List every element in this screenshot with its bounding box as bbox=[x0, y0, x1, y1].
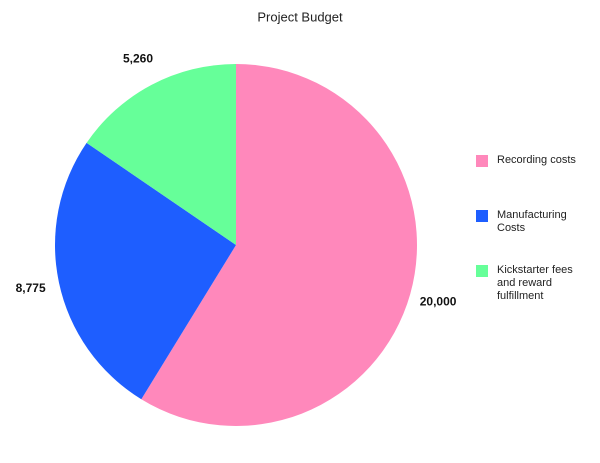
data-label: 20,000 bbox=[420, 294, 457, 308]
pie-slice bbox=[86, 64, 236, 245]
legend-swatch bbox=[476, 155, 488, 167]
chart-title: Project Budget bbox=[257, 9, 343, 24]
legend-label: Recording costs bbox=[497, 154, 576, 166]
legend-item: Kickstarter fees and reward fulfillment bbox=[476, 264, 587, 303]
legend-label: Manufacturing Costs bbox=[497, 209, 567, 234]
data-label: 8,775 bbox=[16, 281, 46, 295]
legend-item: Manufacturing Costs bbox=[476, 209, 587, 235]
legend-swatch bbox=[476, 210, 488, 222]
data-label: 5,260 bbox=[123, 51, 153, 65]
pie-slice bbox=[141, 64, 417, 426]
legend-swatch bbox=[476, 265, 488, 277]
legend-label: Kickstarter fees and reward fulfillment bbox=[497, 264, 573, 302]
pie-slice bbox=[55, 142, 237, 400]
legend-item: Recording costs bbox=[476, 154, 587, 167]
